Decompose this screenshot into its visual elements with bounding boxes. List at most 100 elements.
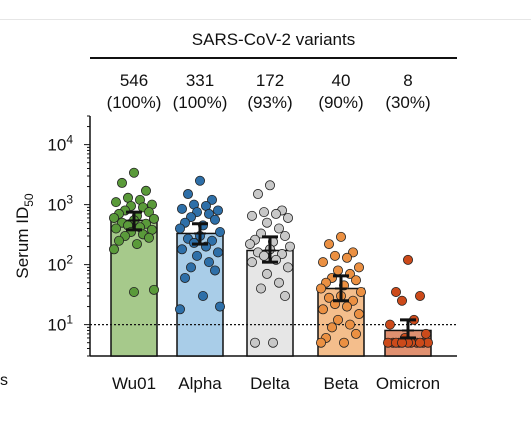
data-point-delta bbox=[276, 249, 287, 260]
data-point-omicron bbox=[396, 295, 407, 306]
data-point-delta bbox=[261, 217, 272, 228]
data-point-beta bbox=[332, 265, 343, 276]
data-point-beta bbox=[329, 250, 340, 261]
data-point-delta bbox=[282, 212, 293, 223]
sample-count: 546 bbox=[119, 71, 149, 90]
data-point-delta bbox=[244, 239, 255, 250]
data-point-alpha bbox=[176, 244, 187, 255]
data-point-wu01 bbox=[143, 232, 154, 243]
cropped-text-fragment: s bbox=[0, 372, 8, 389]
count-label-alpha: 331 (100%) bbox=[165, 70, 235, 114]
y-tick-label: 104 bbox=[47, 133, 73, 155]
y-tick-label: 102 bbox=[47, 253, 73, 275]
sample-count: 8 bbox=[403, 71, 413, 90]
error-bar-omicron bbox=[400, 318, 416, 340]
data-point-wu01 bbox=[111, 197, 122, 208]
data-point-wu01 bbox=[148, 213, 159, 224]
data-point-beta bbox=[326, 322, 337, 333]
data-point-beta bbox=[338, 337, 349, 348]
data-point-delta bbox=[255, 283, 266, 294]
data-point-omicron bbox=[414, 337, 425, 348]
data-point-omicron bbox=[384, 319, 395, 330]
data-point-beta bbox=[350, 328, 361, 339]
data-point-wu01 bbox=[128, 167, 139, 178]
data-point-beta bbox=[317, 304, 328, 315]
percent-label: (100%) bbox=[106, 93, 162, 112]
y-axis-label: Serum ID50 bbox=[13, 193, 36, 278]
count-label-omicron: 8 (30%) bbox=[373, 70, 443, 114]
data-point-alpha bbox=[209, 214, 220, 225]
data-point-wu01 bbox=[143, 207, 154, 218]
data-point-alpha bbox=[206, 235, 217, 246]
percent-label: (93%) bbox=[247, 93, 293, 112]
data-point-alpha bbox=[182, 189, 193, 200]
x-tick-label-alpha: Alpha bbox=[178, 374, 222, 393]
data-point-omicron bbox=[396, 337, 407, 348]
data-point-wu01 bbox=[128, 286, 139, 297]
data-point-beta bbox=[341, 252, 352, 263]
chart-header: SARS-CoV-2 variants bbox=[191, 30, 356, 49]
data-point-delta bbox=[282, 262, 293, 273]
data-point-delta bbox=[246, 210, 257, 221]
count-label-delta: 172 (93%) bbox=[235, 70, 305, 114]
top-divider bbox=[0, 19, 531, 20]
data-point-wu01 bbox=[114, 235, 125, 246]
data-point-delta bbox=[284, 241, 295, 252]
data-point-delta bbox=[273, 223, 284, 234]
data-point-delta bbox=[279, 290, 290, 301]
data-point-alpha bbox=[214, 226, 225, 237]
error-bar-delta bbox=[262, 235, 278, 264]
error-bar-wu01 bbox=[126, 210, 142, 232]
header-rule bbox=[90, 57, 457, 59]
data-point-beta bbox=[323, 239, 334, 250]
data-point-beta bbox=[353, 262, 364, 273]
percent-label: (90%) bbox=[318, 93, 364, 112]
data-point-beta bbox=[315, 283, 326, 294]
y-tick-label: 103 bbox=[47, 193, 73, 215]
data-point-alpha bbox=[203, 208, 214, 219]
data-point-alpha bbox=[197, 290, 208, 301]
data-point-wu01 bbox=[111, 223, 122, 234]
sample-count: 331 bbox=[185, 71, 215, 90]
data-point-alpha bbox=[212, 205, 223, 216]
data-point-alpha bbox=[174, 223, 185, 234]
data-point-delta bbox=[246, 257, 257, 268]
y-tick-label: 101 bbox=[47, 313, 73, 335]
data-point-alpha bbox=[206, 194, 217, 205]
data-point-beta bbox=[353, 309, 364, 320]
data-point-delta bbox=[279, 230, 290, 241]
data-point-delta bbox=[258, 250, 269, 261]
data-point-omicron bbox=[402, 254, 413, 265]
data-point-beta bbox=[344, 319, 355, 330]
data-point-beta bbox=[350, 275, 361, 286]
data-point-wu01 bbox=[140, 185, 151, 196]
data-point-wu01 bbox=[131, 239, 142, 250]
data-point-alpha bbox=[203, 257, 214, 268]
count-label-beta: 40 (90%) bbox=[306, 70, 376, 114]
data-point-delta bbox=[273, 277, 284, 288]
data-point-beta bbox=[341, 301, 352, 312]
data-point-alpha bbox=[179, 272, 190, 283]
x-tick-label-wu01: Wu01 bbox=[112, 374, 156, 393]
error-bar-beta bbox=[333, 274, 349, 303]
x-tick-label-omicron: Omicron bbox=[376, 374, 440, 393]
data-point-alpha bbox=[185, 262, 196, 273]
data-point-alpha bbox=[209, 265, 220, 276]
data-point-alpha bbox=[176, 203, 187, 214]
data-point-omicron bbox=[420, 328, 431, 339]
percent-label: (30%) bbox=[385, 93, 431, 112]
error-bar-alpha bbox=[192, 222, 208, 246]
data-point-omicron bbox=[414, 290, 425, 301]
x-tick-label-beta: Beta bbox=[324, 374, 360, 393]
data-point-delta bbox=[258, 207, 269, 218]
data-point-alpha bbox=[174, 304, 185, 315]
count-label-wu01: 546 (100%) bbox=[99, 70, 169, 114]
sample-count: 172 bbox=[255, 71, 285, 90]
data-point-delta bbox=[270, 208, 281, 219]
percent-label: (100%) bbox=[172, 93, 228, 112]
data-point-alpha bbox=[191, 250, 202, 261]
data-point-beta bbox=[315, 337, 326, 348]
data-point-delta bbox=[252, 189, 263, 200]
data-point-alpha bbox=[212, 247, 223, 258]
